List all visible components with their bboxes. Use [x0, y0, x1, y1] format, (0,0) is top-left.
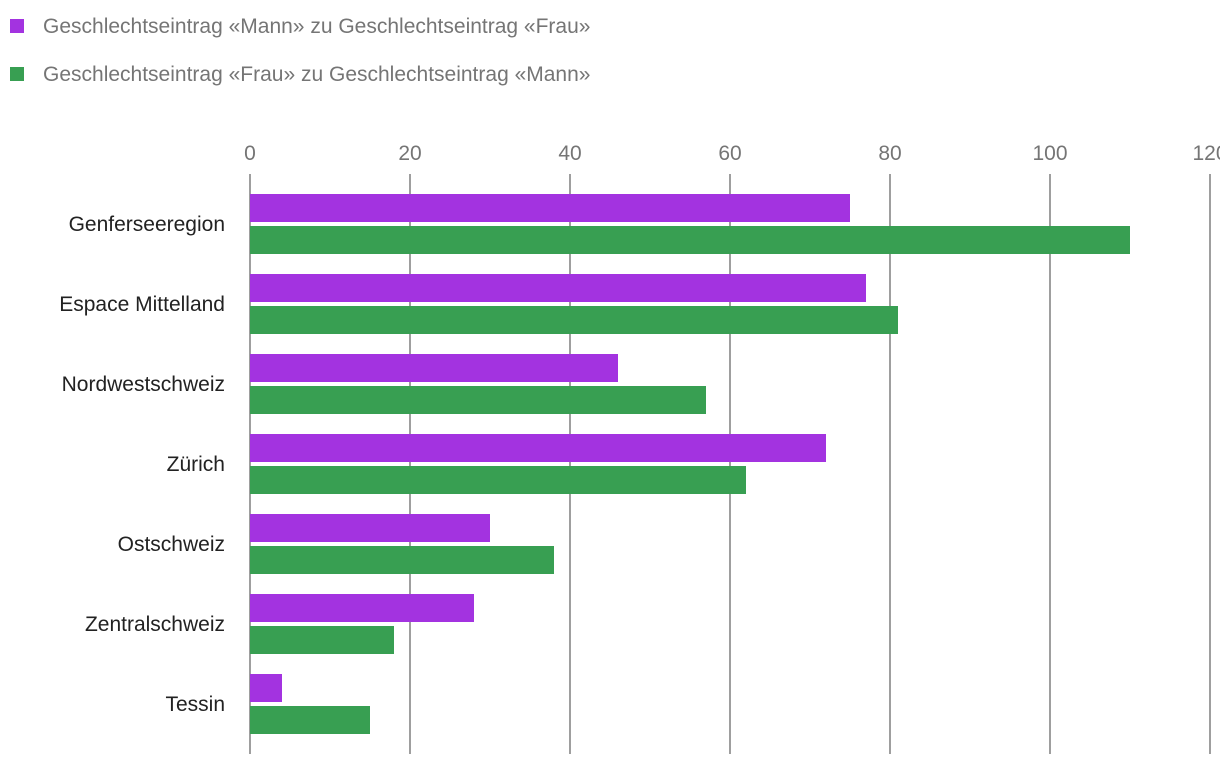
legend-swatch-2 [10, 67, 24, 81]
bar-frau-zu-mann [250, 386, 706, 414]
x-tick-label: 80 [878, 142, 901, 165]
bar-frau-zu-mann [250, 626, 394, 654]
category-label: Genferseeregion [69, 213, 225, 236]
bar-mann-zu-frau [250, 514, 490, 542]
grid [249, 174, 1211, 754]
x-axis-ticks: 0 20 40 60 80 100 120 [244, 142, 1220, 165]
bar-mann-zu-frau [250, 354, 618, 382]
bar-frau-zu-mann [250, 466, 746, 494]
x-tick-label: 120 [1192, 142, 1220, 165]
bars [250, 194, 1130, 734]
category-label: Zentralschweiz [85, 613, 225, 636]
legend-label-1: Geschlechtseintrag «Mann» zu Geschlechts… [43, 15, 590, 38]
category-label: Ostschweiz [118, 533, 225, 556]
bar-frau-zu-mann [250, 306, 898, 334]
bar-mann-zu-frau [250, 594, 474, 622]
bar-mann-zu-frau [250, 194, 850, 222]
legend: Geschlechtseintrag «Mann» zu Geschlechts… [10, 15, 590, 86]
category-label: Tessin [165, 693, 225, 716]
legend-swatch-1 [10, 19, 24, 33]
bar-frau-zu-mann [250, 226, 1130, 254]
bar-frau-zu-mann [250, 706, 370, 734]
x-tick-label: 40 [558, 142, 581, 165]
legend-label-2: Geschlechtseintrag «Frau» zu Geschlechts… [43, 63, 590, 86]
category-label: Nordwestschweiz [62, 373, 225, 396]
x-tick-label: 100 [1032, 142, 1067, 165]
x-tick-label: 20 [398, 142, 421, 165]
category-label: Zürich [167, 453, 225, 476]
bar-mann-zu-frau [250, 434, 826, 462]
category-label: Espace Mittelland [59, 293, 225, 316]
x-tick-label: 0 [244, 142, 256, 165]
x-tick-label: 60 [718, 142, 741, 165]
bar-frau-zu-mann [250, 546, 554, 574]
bar-mann-zu-frau [250, 674, 282, 702]
y-axis-categories: Genferseeregion Espace Mittelland Nordwest… [59, 213, 225, 716]
bar-mann-zu-frau [250, 274, 866, 302]
